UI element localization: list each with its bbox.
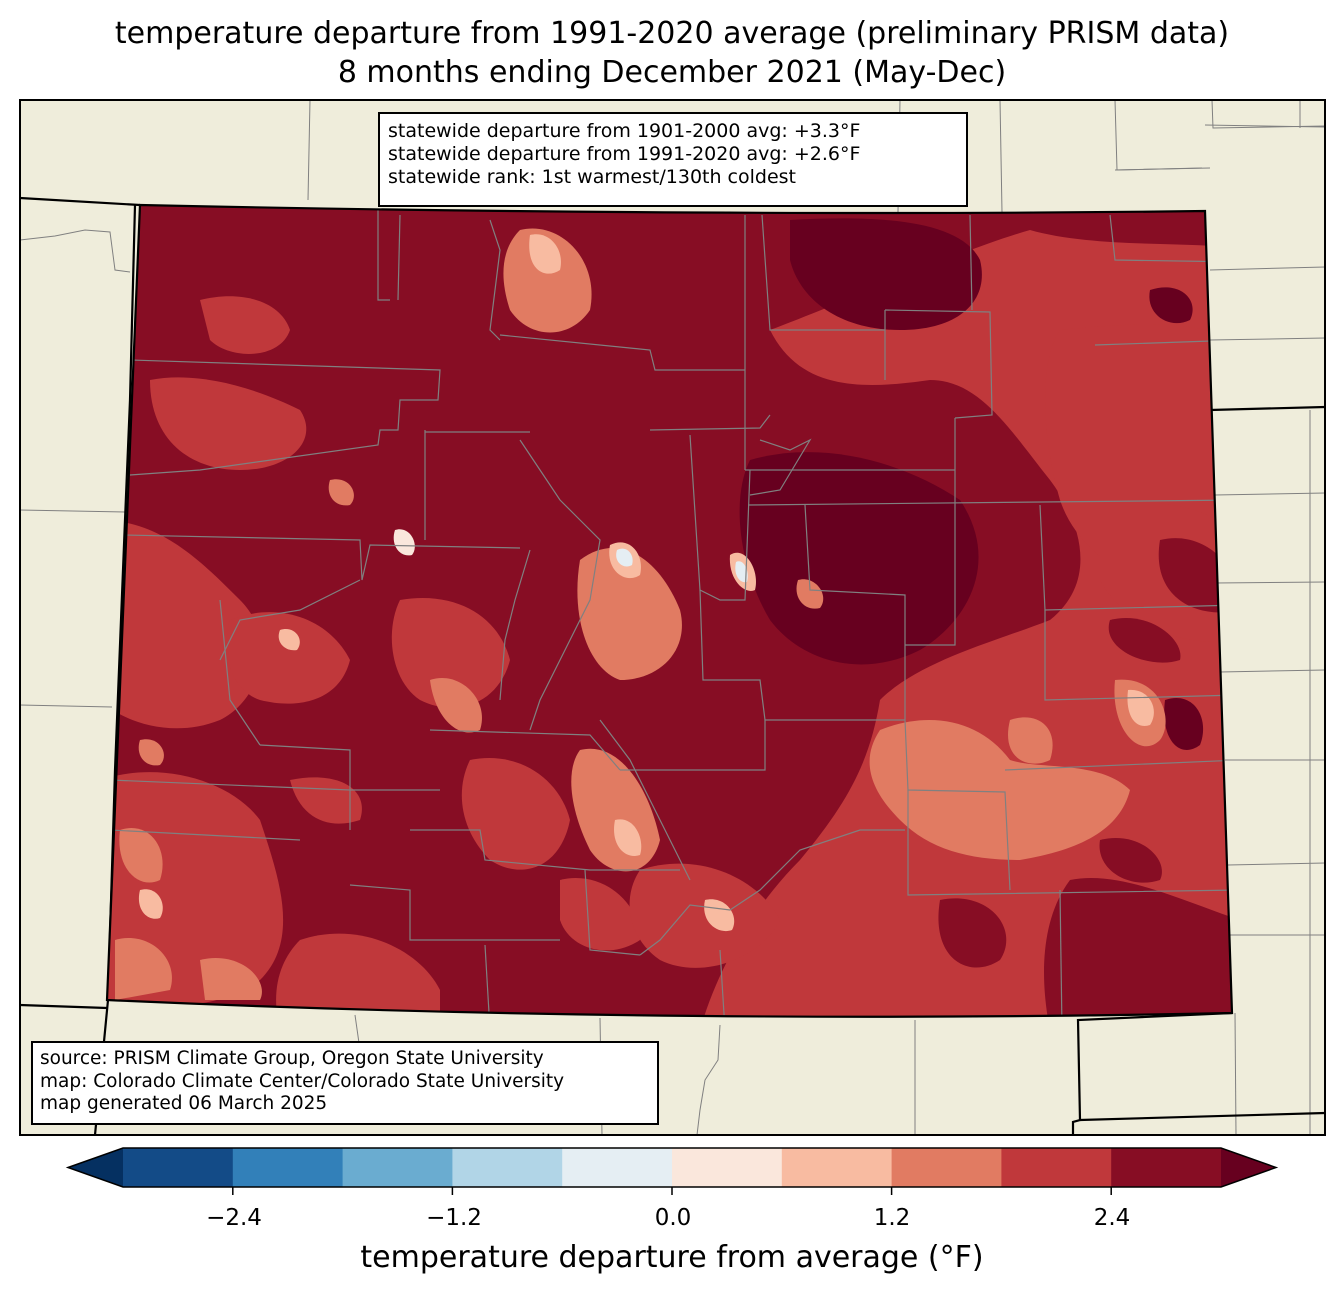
colorado-state-border (105, 203, 1234, 1018)
colorado-temperature-field (107, 205, 1232, 1017)
colorbar-tick-1: −2.4 (206, 1205, 262, 1231)
statewide-stats-box: statewide departure from 1901-2000 avg: … (378, 112, 968, 207)
stats-line-1: statewide departure from 1901-2000 avg: … (388, 120, 861, 142)
colorbar-tick-5: 2.4 (1093, 1205, 1131, 1231)
colorbar-bin (1111, 1148, 1222, 1187)
colorbar-bin (562, 1148, 673, 1187)
colorbar-bin (781, 1148, 893, 1187)
colorbar-tick-2: −1.2 (426, 1205, 482, 1231)
source-box: source: PRISM Climate Group, Oregon Stat… (31, 1041, 659, 1125)
source-line-3: map generated 06 March 2025 (40, 1093, 328, 1114)
colorbar-label: temperature departure from average (°F) (360, 1240, 984, 1275)
colorbar-tick-3: 0.0 (654, 1205, 692, 1231)
map-title-line-2: 8 months ending December 2021 (May-Dec) (337, 55, 1007, 90)
neighbor-state-lines (20, 100, 1325, 1135)
source-line-1: source: PRISM Climate Group, Oregon Stat… (40, 1048, 544, 1069)
colorbar-extend-high (1221, 1148, 1276, 1187)
stats-line-2: statewide departure from 1991-2020 avg: … (388, 143, 861, 165)
colorbar-outline (65, 1147, 1279, 1188)
colorbar-bin (123, 1148, 234, 1187)
colorbar-bin (232, 1148, 344, 1187)
map-title-line-1: temperature departure from 1991-2020 ave… (114, 16, 1230, 51)
colorbar-bin (891, 1148, 1002, 1187)
colorbar-tick-4: 1.2 (873, 1205, 911, 1231)
colorbar (65, 1147, 1279, 1195)
colorbar-bin (452, 1148, 563, 1187)
map-frame-border (19, 99, 1326, 1136)
stats-line-3: statewide rank: 1st warmest/130th coldes… (388, 166, 797, 188)
county-lines (109, 210, 1232, 1017)
source-line-2: map: Colorado Climate Center/Colorado St… (40, 1070, 565, 1092)
colorbar-bin (1001, 1148, 1112, 1187)
colorbar-bin (342, 1148, 453, 1187)
colorbar-bin (672, 1148, 783, 1187)
colorbar-extend-low (68, 1148, 123, 1187)
